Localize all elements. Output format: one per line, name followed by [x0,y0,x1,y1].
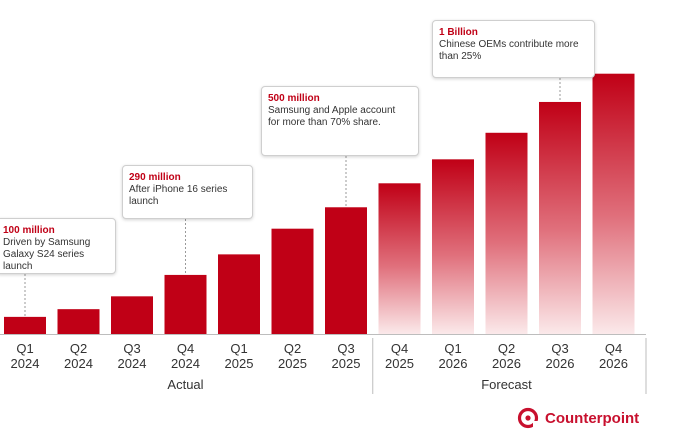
annotation-callout: 1 Billion Chinese OEMs contribute more t… [432,20,595,78]
bar-q2-2026 [485,132,528,334]
bar-q3-2025 [325,207,367,334]
x-tick-label-quarter: Q2 [284,341,301,356]
annotation-text-line: launch [3,261,33,272]
x-tick-label-quarter: Q4 [605,341,622,356]
x-tick-label-year: 2025 [278,356,307,371]
x-tick-label-year: 2026 [546,356,575,371]
bar-q1-2026 [432,159,474,334]
annotation-value: 100 million [3,225,55,236]
annotation-callout: 100 million Driven by Samsung Galaxy S24… [0,218,116,274]
bar-q1-2024 [4,316,46,334]
x-tick-label-year: 2026 [492,356,521,371]
bar-q4-2024 [164,274,207,334]
annotation-text-line: launch [129,196,159,207]
x-tick-label-year: 2024 [11,356,40,371]
x-tick-label-quarter: Q3 [123,341,140,356]
counterpoint-logo: Counterpoint [516,405,639,431]
bar-q4-2026 [592,73,635,334]
x-tick-label-quarter: Q2 [70,341,87,356]
x-tick-label-year: 2025 [385,356,414,371]
segment-label-forecast: Forecast [481,377,532,392]
x-tick-label-quarter: Q2 [498,341,515,356]
annotation-text-line: for more than 70% share. [268,117,381,128]
bar-q2-2025 [271,228,314,334]
annotation-text-line: than 25% [439,51,482,62]
annotation-text-line: Driven by Samsung [3,237,91,248]
annotation-text-line: After iPhone 16 series [129,184,228,195]
annotation-text-line: Galaxy S24 series [3,249,85,260]
x-tick-label-quarter: Q1 [16,341,33,356]
x-tick-label-quarter: Q4 [177,341,194,356]
bar-q1-2025 [218,254,260,334]
annotation-value: 500 million [268,93,320,104]
annotation-callout: 290 million After iPhone 16 series launc… [122,165,253,219]
x-tick-label-quarter: Q1 [230,341,247,356]
x-tick-label-year: 2026 [439,356,468,371]
x-tick-label-year: 2024 [171,356,200,371]
bar-q4-2025 [378,183,421,334]
segment-label-actual: Actual [167,377,203,392]
bar-q3-2024 [111,296,153,334]
annotation-value: 290 million [129,172,181,183]
x-tick-label-year: 2025 [332,356,361,371]
x-tick-label-quarter: Q1 [444,341,461,356]
x-tick-label-quarter: Q3 [551,341,568,356]
bar-q3-2026 [539,101,581,334]
x-tick-label-year: 2025 [225,356,254,371]
x-tick-label-year: 2026 [599,356,628,371]
x-tick-label-quarter: Q4 [391,341,408,356]
annotation-text-line: Samsung and Apple account [268,105,396,116]
x-tick-label-quarter: Q3 [337,341,354,356]
counterpoint-logo-icon [517,407,539,429]
annotation-text-line: Chinese OEMs contribute more [439,39,579,50]
brand-name: Counterpoint [545,409,640,427]
annotation-callout: 500 million Samsung and Apple account fo… [261,86,419,156]
x-tick-label-year: 2024 [118,356,147,371]
bar-q2-2024 [57,309,100,334]
annotation-value: 1 Billion [439,27,478,38]
x-tick-label-year: 2024 [64,356,93,371]
